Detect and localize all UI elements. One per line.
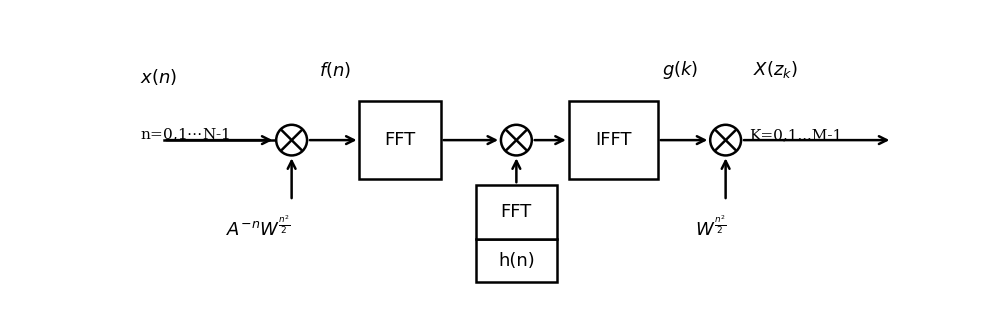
Text: n=0,1$\cdots$N-1: n=0,1$\cdots$N-1 [140, 127, 231, 143]
Text: FFT: FFT [384, 131, 416, 149]
Text: $A^{-n}W^{\frac{n^2}{2}}$: $A^{-n}W^{\frac{n^2}{2}}$ [226, 216, 290, 240]
Bar [569, 101, 658, 179]
Text: FFT: FFT [501, 203, 532, 221]
Bar [476, 185, 557, 239]
Text: IFFT: IFFT [595, 131, 632, 149]
Text: $x(n)$: $x(n)$ [140, 67, 178, 87]
Text: K=0,1...M-1: K=0,1...M-1 [749, 128, 842, 142]
Bar [476, 239, 557, 283]
Bar [359, 101, 441, 179]
Text: h(n): h(n) [498, 252, 535, 270]
Text: $X(z_k)$: $X(z_k)$ [753, 59, 798, 80]
Text: $W^{\frac{n^2}{2}}$: $W^{\frac{n^2}{2}}$ [695, 216, 726, 240]
Text: $f(n)$: $f(n)$ [319, 59, 351, 80]
Text: $g(k)$: $g(k)$ [662, 58, 698, 81]
